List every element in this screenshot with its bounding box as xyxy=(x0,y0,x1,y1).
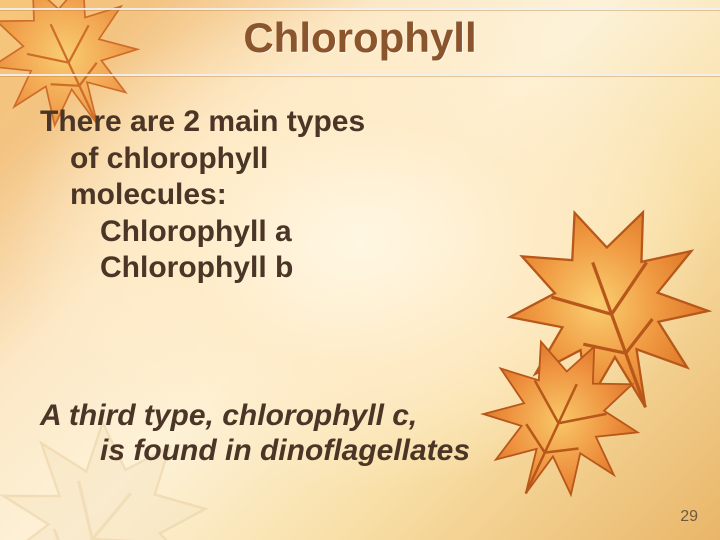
intro-line-3: molecules: xyxy=(70,177,470,214)
intro-line-2: of chlorophyll xyxy=(70,141,470,178)
note-line-2: is found in dinoflagellates xyxy=(100,433,670,468)
slide: Chlorophyll There are 2 main types of ch… xyxy=(0,0,720,540)
divider-bottom xyxy=(0,74,720,76)
page-number: 29 xyxy=(680,508,698,526)
divider-top xyxy=(0,8,720,10)
intro-line-1: There are 2 main types xyxy=(40,104,470,141)
main-text-block: There are 2 main types of chlorophyll mo… xyxy=(40,104,470,287)
note-line-1: A third type, chlorophyll c, xyxy=(40,398,670,433)
note-text-block: A third type, chlorophyll c, is found in… xyxy=(40,398,670,469)
slide-title: Chlorophyll xyxy=(0,14,720,62)
list-item-b: Chlorophyll b xyxy=(100,250,470,287)
list-item-a: Chlorophyll a xyxy=(100,214,470,251)
